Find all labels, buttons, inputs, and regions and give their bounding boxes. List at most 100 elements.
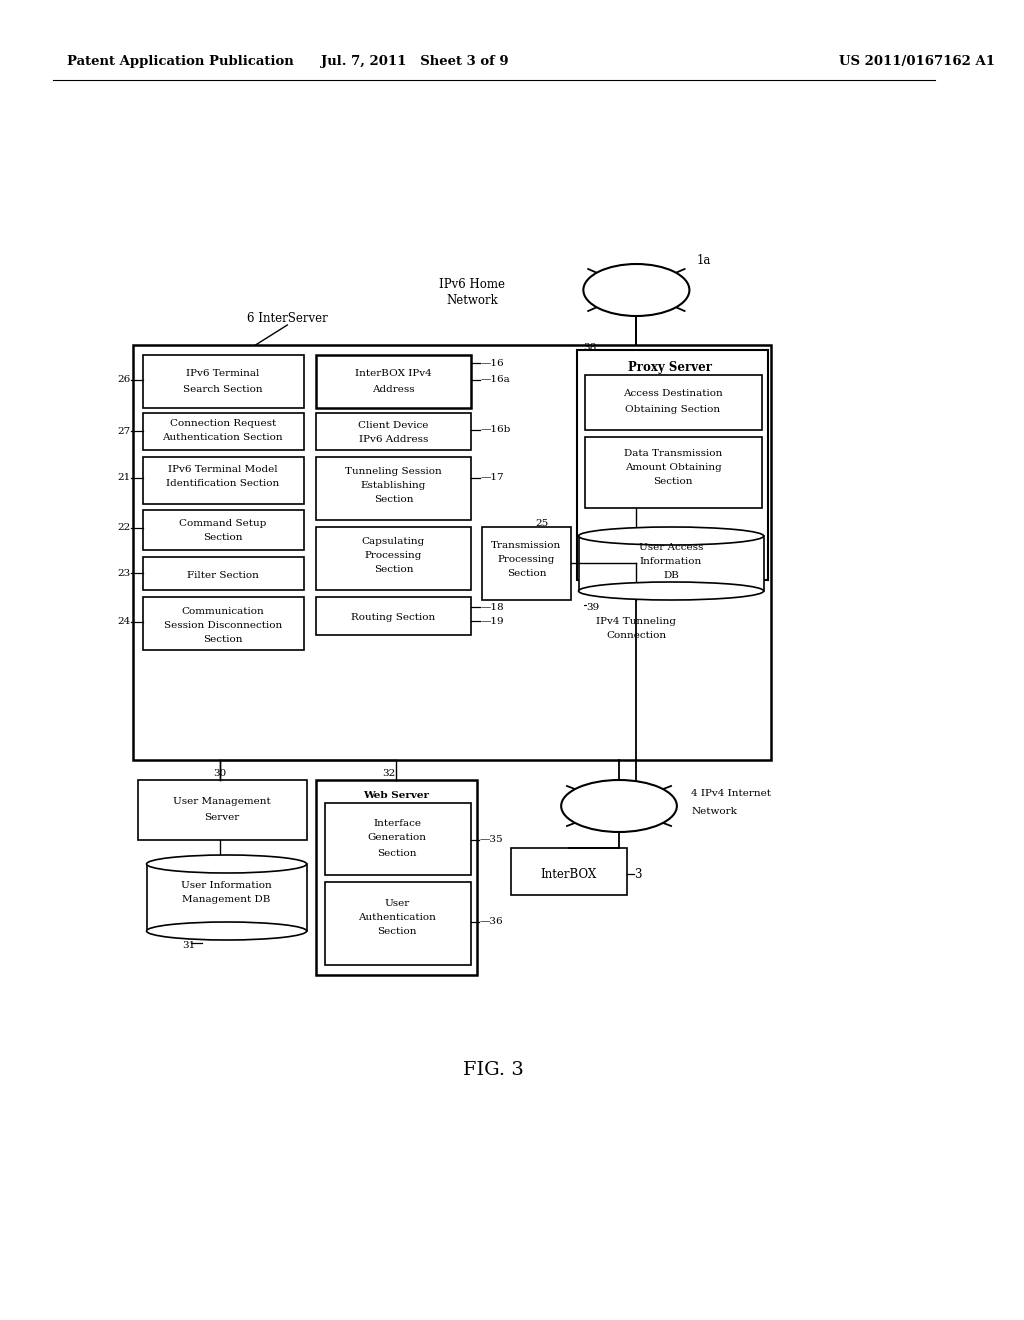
Bar xyxy=(316,457,471,520)
Text: Proxy Server: Proxy Server xyxy=(628,360,712,374)
Text: Network: Network xyxy=(691,807,737,816)
Ellipse shape xyxy=(146,921,306,940)
Text: —16: —16 xyxy=(480,359,504,367)
Text: Section: Section xyxy=(653,477,693,486)
Text: IPv6 Terminal Model: IPv6 Terminal Model xyxy=(168,466,278,474)
Text: User Access: User Access xyxy=(639,543,703,552)
Bar xyxy=(133,345,771,760)
Text: Server: Server xyxy=(204,813,240,821)
Text: —16a: —16a xyxy=(480,375,510,384)
Text: —19: —19 xyxy=(480,616,504,626)
Text: Section: Section xyxy=(203,532,243,541)
Text: 21: 21 xyxy=(117,474,130,483)
Ellipse shape xyxy=(561,780,677,832)
Ellipse shape xyxy=(584,264,689,315)
Text: Generation: Generation xyxy=(368,833,427,842)
Bar xyxy=(316,597,471,635)
Text: 24: 24 xyxy=(117,618,130,627)
Bar xyxy=(482,527,570,601)
Text: 23: 23 xyxy=(117,569,130,578)
Text: Communication: Communication xyxy=(181,607,264,616)
Text: User Management: User Management xyxy=(173,796,270,805)
Text: Tunneling Session: Tunneling Session xyxy=(345,466,441,475)
Text: Transmission: Transmission xyxy=(492,540,561,549)
Text: Section: Section xyxy=(374,495,413,503)
Bar xyxy=(142,597,304,649)
Text: IPv6 Terminal: IPv6 Terminal xyxy=(186,368,259,378)
Text: InterBOX IPv4: InterBOX IPv4 xyxy=(355,368,432,378)
Text: Management DB: Management DB xyxy=(182,895,270,904)
Text: User: User xyxy=(385,899,410,908)
Ellipse shape xyxy=(146,855,306,873)
Bar xyxy=(316,527,471,590)
Bar xyxy=(316,355,471,408)
Text: Amount Obtaining: Amount Obtaining xyxy=(625,462,721,471)
Bar xyxy=(325,803,471,875)
Text: 38: 38 xyxy=(584,342,597,351)
Text: Jul. 7, 2011   Sheet 3 of 9: Jul. 7, 2011 Sheet 3 of 9 xyxy=(321,55,509,69)
Text: IPv6 Home: IPv6 Home xyxy=(439,279,506,292)
Text: Interface: Interface xyxy=(374,818,421,828)
Text: InterBOX: InterBOX xyxy=(541,867,597,880)
Text: 22: 22 xyxy=(117,524,130,532)
Text: Filter Section: Filter Section xyxy=(186,572,259,581)
Text: 4 IPv4 Internet: 4 IPv4 Internet xyxy=(691,789,771,799)
Bar xyxy=(138,780,306,840)
Text: —35: —35 xyxy=(479,836,503,845)
Bar xyxy=(142,413,304,450)
Text: Session Disconnection: Session Disconnection xyxy=(164,622,282,631)
Text: US 2011/0167162 A1: US 2011/0167162 A1 xyxy=(839,55,995,69)
Text: User Information: User Information xyxy=(181,882,272,891)
Bar xyxy=(325,882,471,965)
Text: Section: Section xyxy=(378,849,417,858)
Text: Network: Network xyxy=(446,293,499,306)
Text: 30: 30 xyxy=(213,768,226,777)
Text: FIG. 3: FIG. 3 xyxy=(463,1061,524,1078)
Text: Obtaining Section: Obtaining Section xyxy=(626,405,721,414)
Text: DB: DB xyxy=(664,570,679,579)
Text: Authentication: Authentication xyxy=(358,913,436,923)
Text: Processing: Processing xyxy=(498,554,555,564)
Text: Access Destination: Access Destination xyxy=(624,389,723,399)
Text: Capsulating: Capsulating xyxy=(361,536,425,545)
Bar xyxy=(316,780,477,975)
Text: IPv4 Tunneling: IPv4 Tunneling xyxy=(596,616,677,626)
Text: 3: 3 xyxy=(635,867,642,880)
Text: 26: 26 xyxy=(117,375,130,384)
Bar xyxy=(146,865,306,931)
Text: 6 InterServer: 6 InterServer xyxy=(247,312,328,325)
Text: 31: 31 xyxy=(182,941,196,950)
Bar xyxy=(142,457,304,504)
Text: Section: Section xyxy=(378,928,417,936)
Ellipse shape xyxy=(579,527,764,545)
Text: Routing Section: Routing Section xyxy=(351,614,435,623)
Text: IPv6 Address: IPv6 Address xyxy=(358,434,428,444)
Text: Search Section: Search Section xyxy=(183,384,262,393)
Text: Section: Section xyxy=(374,565,413,573)
Text: —18: —18 xyxy=(480,602,504,611)
Text: 32: 32 xyxy=(382,768,395,777)
Text: Establishing: Establishing xyxy=(360,480,426,490)
Text: 25: 25 xyxy=(536,519,549,528)
Text: Client Device: Client Device xyxy=(358,421,429,429)
Text: Data Transmission: Data Transmission xyxy=(624,449,722,458)
Text: Section: Section xyxy=(203,635,243,644)
Text: Web Server: Web Server xyxy=(364,791,429,800)
Text: Patent Application Publication: Patent Application Publication xyxy=(68,55,294,69)
Text: Section: Section xyxy=(507,569,546,578)
Text: —36: —36 xyxy=(479,917,503,927)
Bar xyxy=(586,375,762,430)
Text: —16b: —16b xyxy=(480,425,511,434)
Text: 39: 39 xyxy=(586,603,599,612)
Ellipse shape xyxy=(579,582,764,601)
Bar xyxy=(579,536,764,591)
Text: 1a: 1a xyxy=(696,253,711,267)
Bar xyxy=(577,350,768,579)
Bar xyxy=(142,355,304,408)
Bar xyxy=(316,413,471,450)
Bar xyxy=(142,510,304,550)
Text: Authentication Section: Authentication Section xyxy=(163,433,283,442)
Bar xyxy=(142,557,304,590)
Text: Command Setup: Command Setup xyxy=(179,519,266,528)
Text: Address: Address xyxy=(372,384,415,393)
